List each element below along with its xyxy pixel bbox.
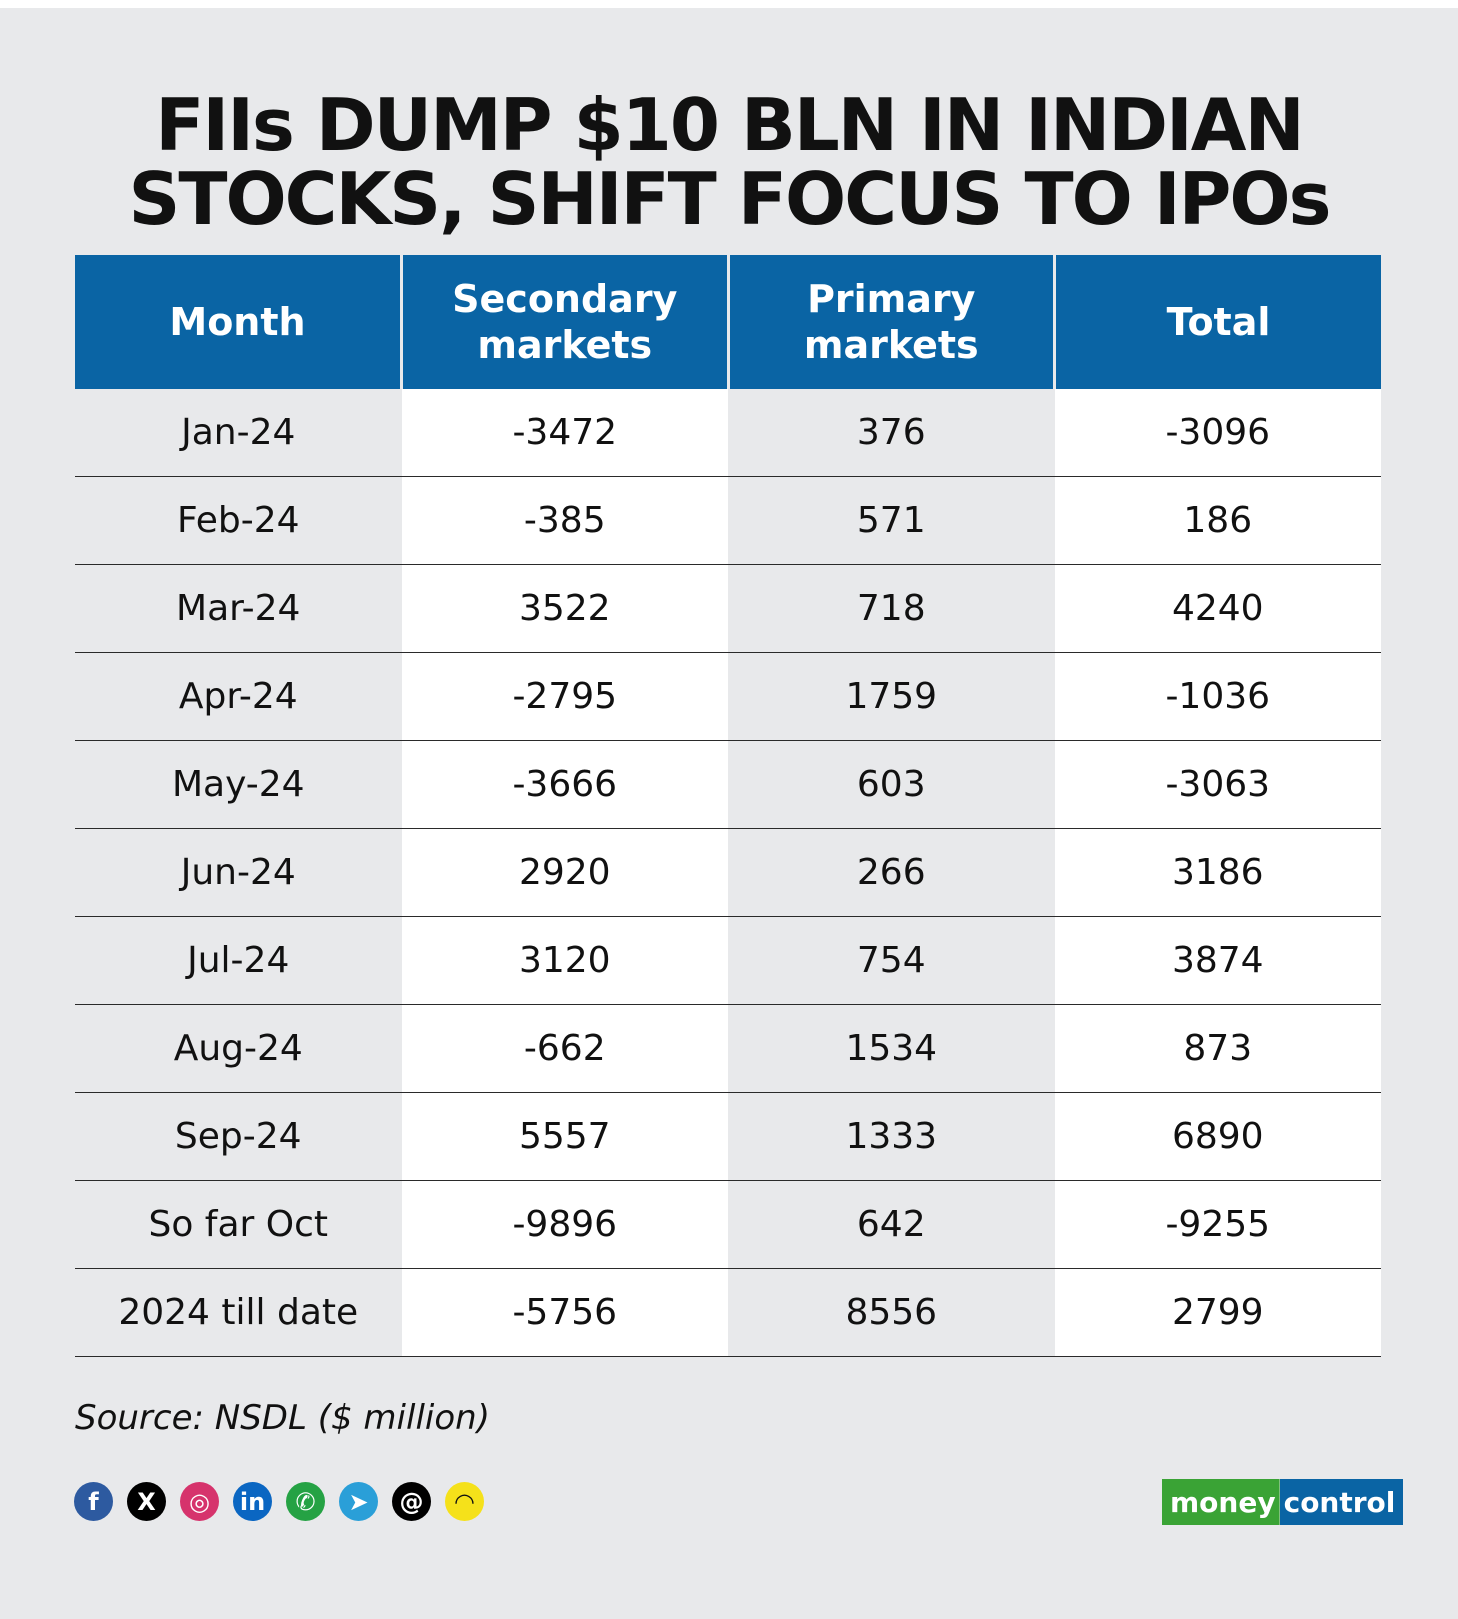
cell-month: Jun-24 [75,828,402,917]
cell-secondary: 5557 [401,1092,728,1181]
table-body: Jan-24 -3472 376 -3096 Feb-24 -385 571 186 Mar-2… [75,389,1381,1357]
cell-secondary: -385 [401,476,728,565]
table-row: Apr-24 -2795 1759 -1036 [75,652,1381,741]
table-row: Sep-24 5557 1333 6890 [75,1092,1381,1181]
cell-total: 6890 [1054,1092,1381,1181]
chart-title: FIIs DUMP $10 BLN IN INDIAN STOCKS, SHIF… [0,88,1458,236]
data-table: Month Secondary markets Primary markets … [75,255,1381,1357]
table-row: 2024 till date -5756 8556 2799 [75,1268,1381,1357]
table-header-row: Month Secondary markets Primary markets … [75,255,1381,389]
cell-secondary: 2920 [401,828,728,917]
cell-secondary: -3472 [401,389,728,477]
logo-part-control: control [1279,1479,1404,1525]
cell-total: -3063 [1054,740,1381,829]
cell-month: Mar-24 [75,564,402,653]
cell-secondary: 3522 [401,564,728,653]
title-line-1: FIIs DUMP $10 BLN IN INDIAN [155,83,1305,167]
instagram-icon[interactable]: ◎ [180,1482,219,1521]
cell-total: 4240 [1054,564,1381,653]
cell-secondary: -2795 [401,652,728,741]
table-row: Mar-24 3522 718 4240 [75,564,1381,653]
cell-month: May-24 [75,740,402,829]
cell-primary: 642 [728,1180,1055,1269]
cell-month: Aug-24 [75,1004,402,1093]
table-row: Feb-24 -385 571 186 [75,476,1381,565]
table-row: May-24 -3666 603 -3063 [75,740,1381,829]
cell-primary: 8556 [728,1268,1055,1357]
table-row: Jul-24 3120 754 3874 [75,916,1381,1005]
x-icon[interactable]: X [127,1482,166,1521]
cell-total: 186 [1054,476,1381,565]
header-total: Total [1054,255,1381,389]
cell-secondary: -9896 [401,1180,728,1269]
infographic-card: FIIs DUMP $10 BLN IN INDIAN STOCKS, SHIF… [0,8,1458,1619]
header-month: Month [75,255,403,389]
cell-total: 2799 [1054,1268,1381,1357]
cell-total: -3096 [1054,389,1381,477]
cell-secondary: -662 [401,1004,728,1093]
table-row: So far Oct -9896 642 -9255 [75,1180,1381,1269]
cell-month: Jan-24 [75,389,402,477]
cell-primary: 1333 [728,1092,1055,1181]
snapchat-icon[interactable]: ◠ [445,1482,484,1521]
cell-primary: 718 [728,564,1055,653]
cell-secondary: -3666 [401,740,728,829]
cell-primary: 1534 [728,1004,1055,1093]
cell-month: Feb-24 [75,476,402,565]
cell-primary: 376 [728,389,1055,477]
facebook-icon[interactable]: f [74,1482,113,1521]
social-icons: f X ◎ in ✆ ➤ @ ◠ [74,1482,484,1521]
cell-month: Jul-24 [75,916,402,1005]
header-primary-markets: Primary markets [728,255,1056,389]
cell-total: 3186 [1054,828,1381,917]
title-line-2: STOCKS, SHIFT FOCUS TO IPOs [128,157,1332,241]
cell-month: Sep-24 [75,1092,402,1181]
cell-secondary: 3120 [401,916,728,1005]
cell-total: 873 [1054,1004,1381,1093]
cell-total: 3874 [1054,916,1381,1005]
cell-primary: 266 [728,828,1055,917]
table-row: Aug-24 -662 1534 873 [75,1004,1381,1093]
cell-primary: 1759 [728,652,1055,741]
whatsapp-icon[interactable]: ✆ [286,1482,325,1521]
source-note: Source: NSDL ($ million) [75,1398,490,1438]
cell-primary: 603 [728,740,1055,829]
logo-part-money: money [1162,1479,1280,1525]
cell-secondary: -5756 [401,1268,728,1357]
cell-month: 2024 till date [75,1268,402,1357]
moneycontrol-logo: money control [1162,1479,1404,1525]
telegram-icon[interactable]: ➤ [339,1482,378,1521]
cell-month: So far Oct [75,1180,402,1269]
threads-icon[interactable]: @ [392,1482,431,1521]
table-row: Jan-24 -3472 376 -3096 [75,389,1381,477]
header-secondary-markets: Secondary markets [401,255,730,389]
linkedin-icon[interactable]: in [233,1482,272,1521]
cell-total: -1036 [1054,652,1381,741]
cell-primary: 571 [728,476,1055,565]
cell-total: -9255 [1054,1180,1381,1269]
cell-month: Apr-24 [75,652,402,741]
table-row: Jun-24 2920 266 3186 [75,828,1381,917]
cell-primary: 754 [728,916,1055,1005]
